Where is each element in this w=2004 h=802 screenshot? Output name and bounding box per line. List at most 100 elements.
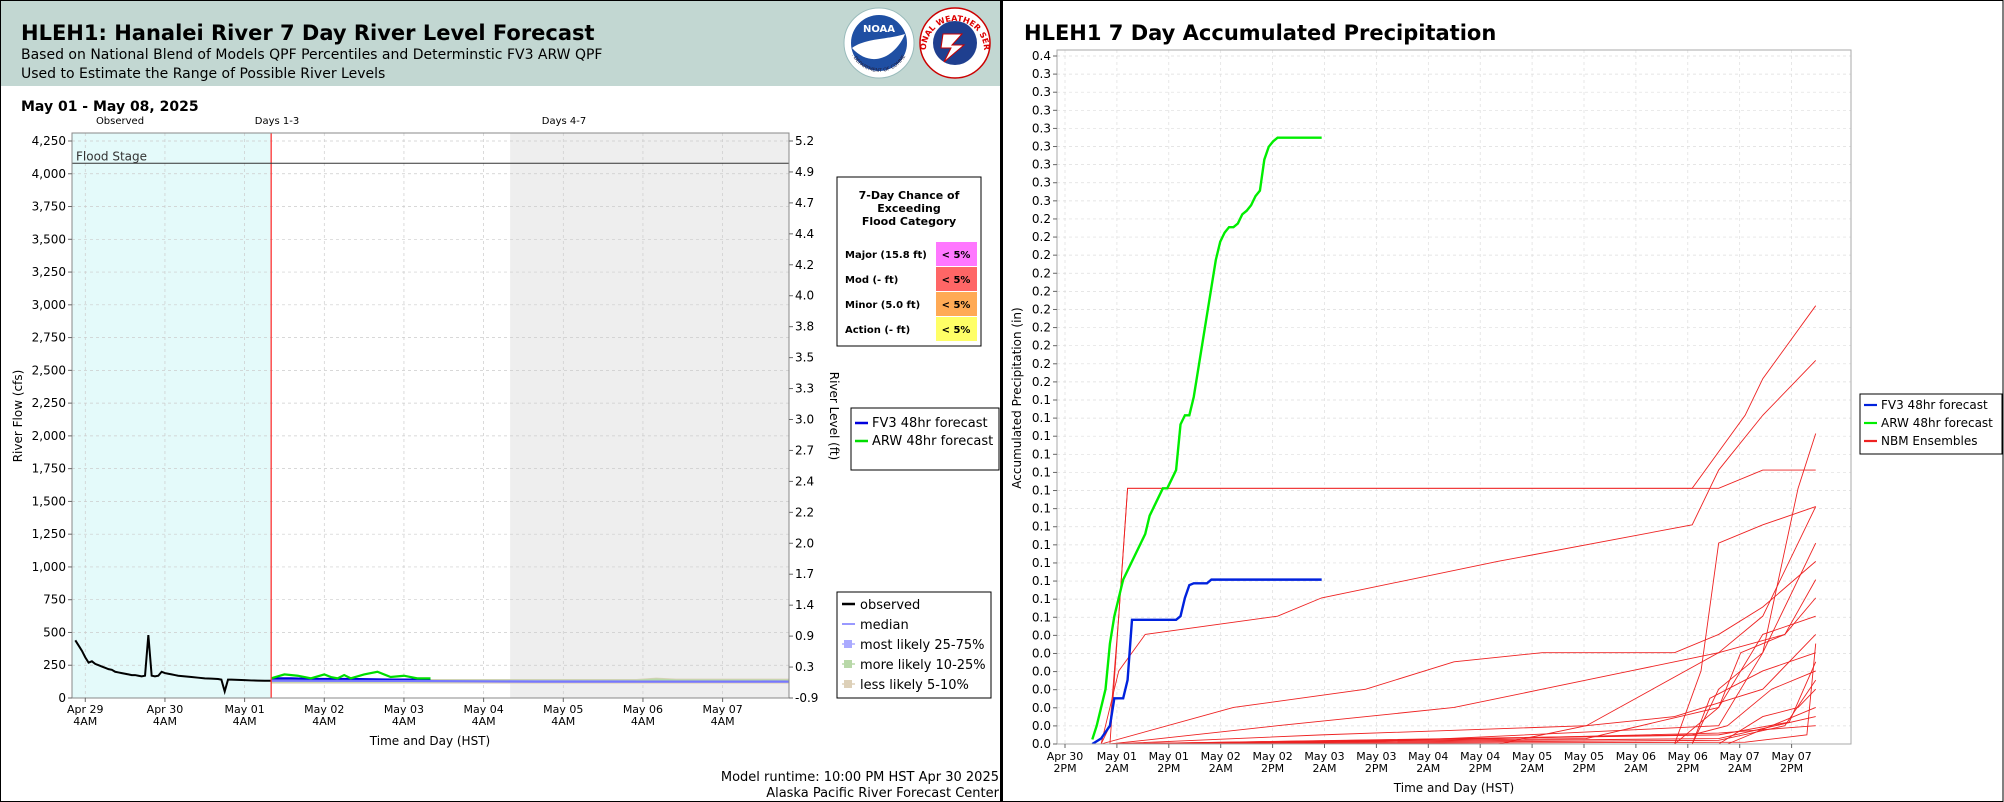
- left-y-tick-label: 1,000: [32, 560, 66, 574]
- left-y-tick-label: 2,500: [32, 363, 66, 377]
- left-legend-forecasts: FV3 48hr forecast ARW 48hr forecast: [850, 407, 1000, 471]
- right-y-tick-label: 0.1: [1032, 502, 1051, 516]
- series-fv3-48hr-forecast: [1091, 578, 1322, 744]
- left-y2-tick-label: 4.7: [795, 196, 814, 210]
- right-x-tick-label: May 04: [1460, 750, 1500, 763]
- right-y-tick-label: 0.0: [1032, 737, 1051, 751]
- right-y-tick-label: 0.4: [1032, 49, 1051, 63]
- nbm-ensemble-line: [1109, 643, 1817, 744]
- series-fv3-48hr-forecast: [271, 677, 431, 681]
- right-x-axis-label: Time and Day (HST): [1393, 781, 1514, 795]
- right-x-tick-label: May 02: [1252, 750, 1292, 763]
- flood-row-value: < 5%: [942, 275, 971, 286]
- right-x-tick-label: May 01: [1149, 750, 1189, 763]
- legend-label: ARW 48hr forecast: [1881, 416, 1993, 430]
- right-x-tick-label: 2PM: [1053, 762, 1076, 775]
- section-observed-label: Observed: [96, 116, 144, 127]
- right-legend: FV3 48hr forecast ARW 48hr forecast NBM En…: [1859, 393, 2003, 455]
- right-y-tick-label: 0.1: [1032, 592, 1051, 606]
- legend-label: less likely 5-10%: [860, 678, 969, 693]
- left-y2-tick-label: 3.5: [795, 351, 814, 365]
- left-x-tick-label: Apr 29: [67, 703, 104, 716]
- right-y-tick-label: 0.2: [1032, 302, 1051, 316]
- left-y2-tick-label: 2.4: [795, 474, 814, 488]
- right-y-tick-label: 0.3: [1032, 103, 1051, 117]
- left-plot-frame: [71, 132, 790, 699]
- right-series: [1091, 136, 1322, 744]
- left-x-tick-label: 4AM: [153, 715, 177, 728]
- left-x-tick-label: May 04: [463, 703, 503, 716]
- right-x-tick-label: May 06: [1616, 750, 1656, 763]
- right-y-tick-label: 0.1: [1032, 447, 1051, 461]
- right-y-tick-label: 0.0: [1032, 683, 1051, 697]
- observed-shade: [72, 133, 272, 698]
- left-x-tick-label: 4AM: [711, 715, 735, 728]
- flood-row-swatch: [936, 317, 977, 341]
- left-y-tick-label: 4,000: [32, 167, 66, 181]
- nbm-ensemble-line: [1109, 716, 1816, 744]
- section-days47-label: Days 4-7: [542, 116, 586, 127]
- left-y2-axis-label: River Level (ft): [827, 372, 841, 460]
- left-panel: HLEH1: Hanalei River 7 Day River Level F…: [0, 0, 1000, 801]
- model-runtime: Model runtime: 10:00 PM HST Apr 30 2025: [721, 770, 999, 785]
- left-y2-tick-label: 4.2: [795, 258, 814, 272]
- right-y-tick-label: 0.1: [1032, 393, 1051, 407]
- series-observed: [74, 635, 272, 696]
- left-y2-tick-label: 4.0: [795, 289, 814, 303]
- left-x-tick-label: Apr 30: [147, 703, 184, 716]
- flood-row-label: Major (15.8 ft): [845, 250, 927, 261]
- nbm-ensemble-line: [1109, 725, 1816, 744]
- right-x-tick-label: 2PM: [1780, 762, 1803, 775]
- right-x-tick-label: May 06: [1668, 750, 1708, 763]
- left-chart-title: HLEH1: Hanalei River 7 Day River Level F…: [21, 21, 595, 45]
- nbm-ensemble-line: [1109, 597, 1817, 744]
- right-y-tick-label: 0.2: [1032, 266, 1051, 280]
- right-x-tick-label: May 03: [1356, 750, 1396, 763]
- left-y-tick-label: 2,000: [32, 429, 66, 443]
- flood-table-title-1: 7-Day Chance of: [859, 189, 960, 202]
- right-y-tick-label: 0.0: [1032, 665, 1051, 679]
- right-y-tick-label: 0.3: [1032, 85, 1051, 99]
- right-y-tick-label: 0.1: [1032, 556, 1051, 570]
- right-x-tick-label: May 01: [1097, 750, 1137, 763]
- nbm-ensemble-line: [1109, 506, 1817, 744]
- right-y-tick-label: 0.2: [1032, 230, 1051, 244]
- flood-stage-label: Flood Stage: [76, 149, 147, 163]
- nbm-ensemble-line: [1109, 506, 1816, 744]
- left-y2-tick-label: 2.7: [795, 443, 814, 457]
- flood-row-label: Minor (5.0 ft): [845, 300, 920, 311]
- right-y-tick-label: 0.2: [1032, 248, 1051, 262]
- right-x-tick-label: Apr 30: [1047, 750, 1084, 763]
- right-x-tick-label: 2AM: [1624, 762, 1648, 775]
- right-y-tick-label: 0.1: [1032, 411, 1051, 425]
- right-x-tick-label: May 03: [1304, 750, 1344, 763]
- right-x-tick-label: 2PM: [1365, 762, 1388, 775]
- right-x-tick-label: 2PM: [1469, 762, 1492, 775]
- flood-row-value: < 5%: [942, 325, 971, 336]
- right-y-tick-label: 0.3: [1032, 176, 1051, 190]
- left-y2-tick-label: -0.9: [795, 691, 818, 705]
- legend-swatch: [844, 640, 852, 648]
- right-x-tick-label: 2PM: [1261, 762, 1284, 775]
- left-y2-tick-label: 3.3: [795, 382, 814, 396]
- left-y2-tick-label: 4.9: [795, 165, 814, 179]
- nbm-ensemble-line: [1100, 360, 1817, 744]
- flood-row-swatch: [936, 267, 977, 291]
- left-chart-subtitle-1: Based on National Blend of Models QPF Pe…: [21, 47, 602, 63]
- right-y-tick-label: 0.3: [1032, 67, 1051, 81]
- legend-label: NBM Ensembles: [1881, 434, 1977, 448]
- right-plot-frame: [1056, 49, 1852, 745]
- right-y-tick-label: 0.0: [1032, 628, 1051, 642]
- right-x-tick-label: 2AM: [1416, 762, 1440, 775]
- right-x-tick-label: 2PM: [1572, 762, 1595, 775]
- left-y2-tick-label: 2.2: [795, 505, 814, 519]
- left-y-tick-label: 0: [58, 691, 66, 705]
- nbm-ensemble-line: [1109, 433, 1817, 744]
- right-y-tick-label: 0.3: [1032, 194, 1051, 208]
- left-y2-tick-label: 0.9: [795, 629, 814, 643]
- right-panel: HLEH1 7 Day Accumulated Precipitation 0.…: [1010, 21, 2003, 795]
- left-y-tick-label: 3,250: [32, 265, 66, 279]
- right-x-tick-label: 2AM: [1312, 762, 1336, 775]
- right-y-tick-label: 0.0: [1032, 701, 1051, 715]
- left-x-tick-label: 4AM: [73, 715, 97, 728]
